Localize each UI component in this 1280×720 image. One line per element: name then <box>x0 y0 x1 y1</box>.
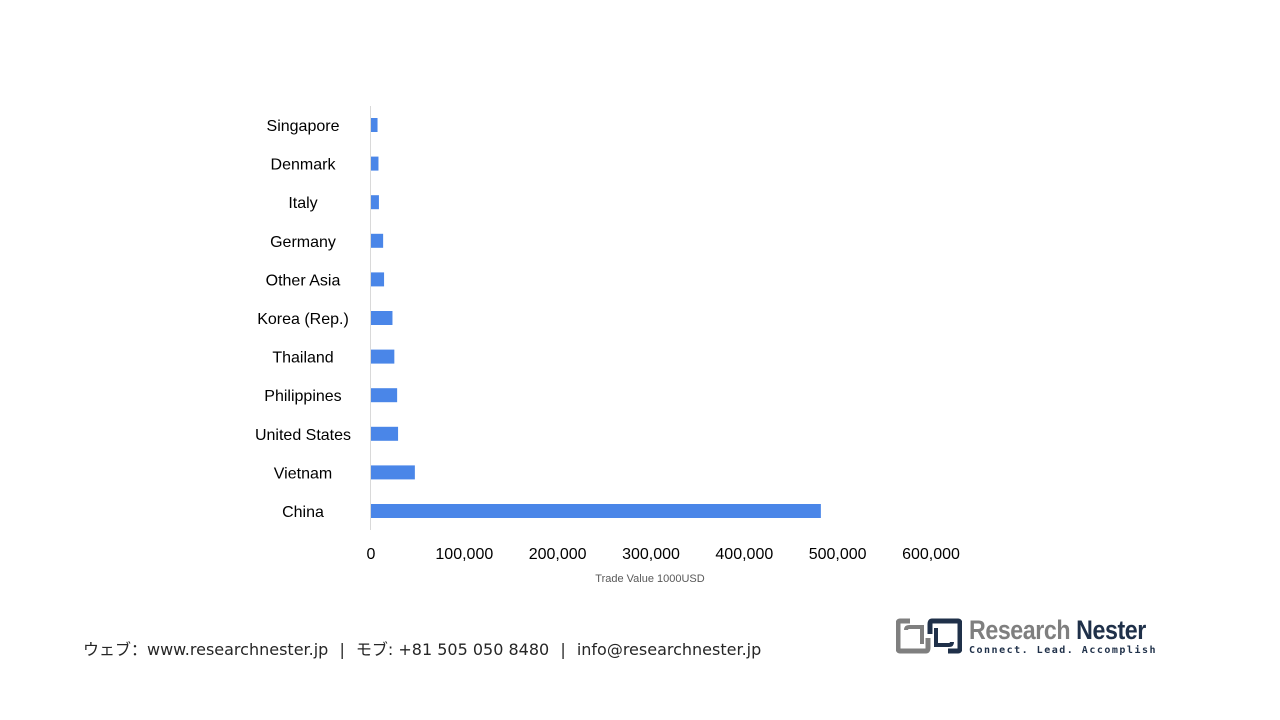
x-tick-label: 600,000 <box>902 546 960 563</box>
x-tick-label: 400,000 <box>715 546 773 563</box>
bar-singapore <box>371 118 378 132</box>
x-tick-label: 0 <box>367 546 376 563</box>
category-label-philippines: Philippines <box>264 388 341 405</box>
bar-philippines <box>371 388 398 403</box>
x-tick-labels: 0 100,000 200,000 300,000 400,000 500,000 600,… <box>367 546 960 563</box>
footer-separator: | <box>339 640 345 659</box>
bar-other-asia <box>371 272 385 287</box>
footer-website[interactable]: ウェブ：www.researchnester.jp <box>83 640 329 659</box>
x-tick-label: 300,000 <box>622 546 680 563</box>
bar-united-states <box>371 426 399 441</box>
category-label-singapore: Singapore <box>267 118 340 135</box>
category-label-vietnam: Vietnam <box>274 465 332 482</box>
x-tick-label: 100,000 <box>435 546 493 563</box>
x-tick-label: 500,000 <box>809 546 867 563</box>
trade-value-bar-chart: Singapore Denmark Italy Germany Other Asia Ko… <box>255 106 960 585</box>
bar-germany <box>371 233 384 248</box>
category-label-china: China <box>282 504 324 521</box>
logo-name-research: Research <box>969 614 1071 645</box>
x-tick-label: 200,000 <box>529 546 587 563</box>
footer-contact: ウェブ：www.researchnester.jp | モブ: +81 505 … <box>83 636 761 660</box>
category-label-korea-rep: Korea (Rep.) <box>257 311 349 328</box>
category-labels: Singapore Denmark Italy Germany Other Asia Ko… <box>255 118 351 521</box>
footer-phone[interactable]: モブ: +81 505 050 8480 <box>355 640 550 659</box>
bar-italy <box>371 195 379 210</box>
category-label-italy: Italy <box>288 195 317 212</box>
bar-thailand <box>371 349 395 364</box>
research-nester-logo-icon <box>896 618 962 654</box>
category-label-other-asia: Other Asia <box>266 272 341 289</box>
research-nester-logo: Research Nester Connect. Lead. Accomplis… <box>896 616 1175 656</box>
logo-text: Research Nester Connect. Lead. Accomplis… <box>969 614 1175 656</box>
logo-tagline: Connect. Lead. Accomplish <box>969 644 1158 656</box>
bars-layer <box>371 118 821 518</box>
bar-korea-rep <box>371 311 393 325</box>
footer-email[interactable]: info@researchnester.jp <box>576 640 762 659</box>
category-label-germany: Germany <box>270 234 336 251</box>
logo-name-nester: Nester <box>1076 614 1146 645</box>
category-label-denmark: Denmark <box>271 157 337 174</box>
bar-china <box>371 504 821 518</box>
category-label-united-states: United States <box>255 427 351 444</box>
x-axis-title: Trade Value 1000USD <box>595 573 705 585</box>
bar-vietnam <box>371 465 415 480</box>
footer-separator: | <box>560 640 566 659</box>
bar-denmark <box>371 156 379 171</box>
logo-name: Research Nester <box>969 614 1146 645</box>
category-label-thailand: Thailand <box>272 350 333 367</box>
